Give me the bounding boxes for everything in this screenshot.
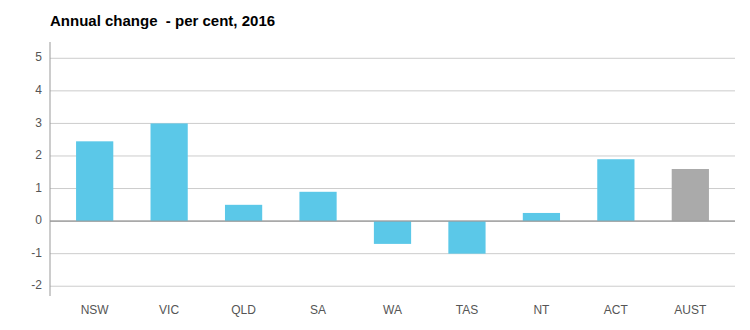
y-tick-label: 2 [35, 148, 42, 162]
x-tick-label: WA [383, 303, 402, 317]
y-tick-label: 4 [35, 83, 42, 97]
bar [672, 169, 709, 221]
grid-line [50, 286, 735, 287]
x-tick-label: QLD [231, 303, 256, 317]
x-tick-label: TAS [456, 303, 478, 317]
zero-line [50, 221, 735, 222]
bar [299, 192, 336, 221]
bars [76, 123, 709, 253]
x-tick-label: ACT [604, 303, 629, 317]
y-tick-label: 5 [35, 50, 42, 64]
bar [448, 221, 485, 254]
x-tick-label: NT [533, 303, 550, 317]
y-tick-label: -1 [31, 246, 42, 260]
background [0, 0, 750, 330]
title: Annual change - per cent, 2016 [50, 12, 275, 29]
bar [374, 221, 411, 244]
bar [523, 213, 560, 221]
zero-line [50, 221, 735, 222]
x-ticks: NSW VIC QLD SA WA TAS NT ACT AUST [81, 303, 707, 317]
x-tick-label: VIC [159, 303, 179, 317]
bar [76, 141, 113, 221]
chart-svg: -2 -1 0 1 2 3 4 5 NSW VIC QLD SA WA TAS NT ACT AUST Annua… [0, 0, 750, 330]
bar [597, 159, 634, 221]
y-tick-label: 0 [35, 213, 42, 227]
y-tick-label: 3 [35, 116, 42, 130]
y-tick-label: 1 [35, 181, 42, 195]
y-tick-label: -2 [31, 278, 42, 292]
grid-line [50, 90, 735, 91]
grid-line [50, 253, 735, 254]
x-tick-label: SA [310, 303, 326, 317]
y-ticks: -2 -1 0 1 2 3 4 5 [31, 50, 42, 292]
x-tick-label: NSW [81, 303, 110, 317]
x-tick-label: AUST [674, 303, 707, 317]
grid-line [50, 58, 735, 59]
grid [50, 58, 735, 286]
y-axis-line [50, 42, 51, 296]
bar [225, 205, 262, 221]
chart-container: -2 -1 0 1 2 3 4 5 NSW VIC QLD SA WA TAS NT ACT AUST Annua… [0, 0, 750, 330]
bar [151, 123, 188, 221]
